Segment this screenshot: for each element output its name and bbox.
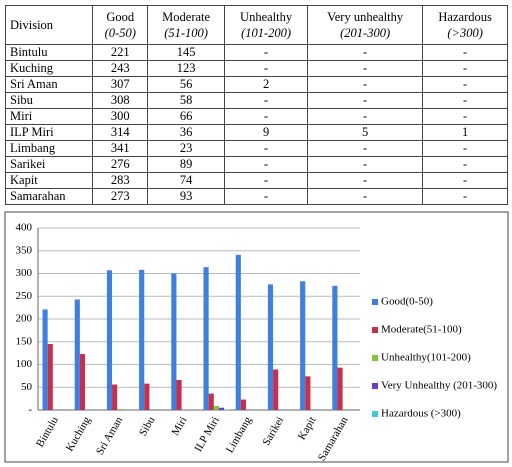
table-cell: - — [224, 188, 308, 205]
table-cell: - — [306, 188, 424, 205]
x-tick-label: Sarikei — [260, 415, 286, 448]
bar — [273, 369, 279, 410]
y-tick-label: 200 — [16, 313, 33, 325]
table-cell: 93 — [147, 188, 226, 205]
table-row: Miri 300 66- - - — [4, 108, 508, 125]
y-tick-label: 350 — [16, 244, 33, 256]
bar — [117, 409, 123, 410]
header-cell: Hazardous (>300) — [422, 5, 508, 45]
header-title: Hazardous — [438, 10, 492, 24]
header-cell: Very unhealthy (201-300) — [306, 5, 424, 45]
header-row: Division Good (0-50) Moderate (51-100) Unheal… — [4, 5, 508, 45]
legend-label: Hazardous (>300) — [381, 408, 461, 420]
header-range: (51-100) — [164, 26, 208, 40]
y-tick-label: 150 — [16, 335, 33, 347]
header-range: (>300) — [447, 26, 483, 40]
legend-swatch — [372, 327, 378, 333]
header-title: Moderate — [162, 10, 211, 24]
table-row: Bintulu 221 145- - - — [4, 44, 508, 61]
header-title: Unhealthy — [240, 10, 293, 24]
bar — [144, 383, 150, 410]
bar — [203, 267, 209, 410]
table-cell: - — [422, 188, 508, 205]
bar — [337, 367, 343, 410]
bar — [267, 284, 274, 410]
legend-label: Unhealthy(101-200) — [381, 352, 471, 364]
table-row: ILP Miri 314 36 9 5 1 — [4, 124, 508, 141]
y-tick-label: - — [28, 404, 32, 416]
table-cell: 341 — [92, 140, 149, 157]
bar — [218, 407, 225, 410]
bar — [112, 384, 118, 410]
header-range: (201-300) — [340, 26, 391, 40]
bar — [139, 269, 145, 410]
legend-swatch — [372, 299, 378, 305]
y-tick-label: 250 — [16, 290, 33, 302]
bar — [176, 379, 182, 410]
x-tick-label: Miri — [170, 415, 190, 438]
table-row: Sri Aman 307 56 2- - — [4, 76, 508, 93]
bar — [305, 376, 311, 410]
legend-swatch — [372, 411, 378, 417]
x-tick-label: Sri Aman — [94, 414, 126, 457]
y-tick-label: 100 — [16, 358, 33, 370]
legend-label: Very Unhealthy (201-300) — [381, 380, 497, 392]
header-cell: Division — [4, 5, 94, 45]
x-tick-label: Sibu — [137, 414, 158, 438]
x-tick-label: Bintulu — [34, 414, 61, 449]
header-range: (0-50) — [104, 26, 136, 40]
legend-label: Moderate(51-100) — [381, 324, 462, 336]
header-title: Division — [10, 18, 54, 32]
table-row: Samarahan 273 93- - - — [4, 188, 508, 205]
x-tick-label: ILP Miri — [192, 415, 222, 454]
header-cell: Good (0-50) — [92, 5, 149, 45]
bar — [240, 399, 247, 410]
x-tick-label: Kapit — [296, 415, 319, 442]
x-tick-label: Samarahan — [316, 414, 351, 463]
y-tick-label: 300 — [16, 267, 33, 279]
bar — [74, 299, 80, 410]
table-cell: 36 — [147, 124, 226, 141]
y-tick-label: 50 — [21, 381, 33, 393]
legend-label: Good(0-50) — [381, 296, 433, 308]
y-tick-label: 400 — [16, 222, 33, 234]
x-tick-label: Limbang — [224, 414, 254, 455]
bar — [235, 254, 241, 410]
bar — [106, 270, 113, 410]
table-cell: 89 — [147, 156, 226, 173]
header-cell: Moderate (51-100) — [147, 5, 226, 45]
legend-swatch — [372, 355, 378, 361]
header-title: Very unhealthy — [327, 10, 404, 24]
table-row: Kuching 243 123- - - — [4, 60, 508, 77]
chart-frame — [4, 211, 509, 463]
bar — [47, 344, 53, 410]
bar — [300, 281, 306, 410]
bar — [79, 354, 86, 410]
bar — [332, 285, 338, 410]
data-table: Division Good (0-50) Moderate (51-100) Unheal… — [4, 5, 508, 205]
x-tick-label: Kuching — [64, 414, 94, 453]
bar — [171, 273, 177, 410]
table-row: Limbang 341 23- - - — [4, 140, 508, 157]
table-cell: 308 — [92, 92, 149, 109]
table-cell: 273 — [92, 188, 149, 205]
header-range: (101-200) — [241, 26, 292, 40]
header-title: Good — [106, 10, 135, 24]
bar — [213, 405, 219, 410]
table-cell: Kuching — [4, 60, 94, 77]
table-cell: Samarahan — [4, 188, 94, 205]
table-cell: Sri Aman — [4, 76, 94, 93]
legend-swatch — [372, 383, 378, 389]
bar — [208, 393, 214, 410]
table-cell: Kapit — [4, 172, 94, 189]
bar — [42, 309, 48, 410]
